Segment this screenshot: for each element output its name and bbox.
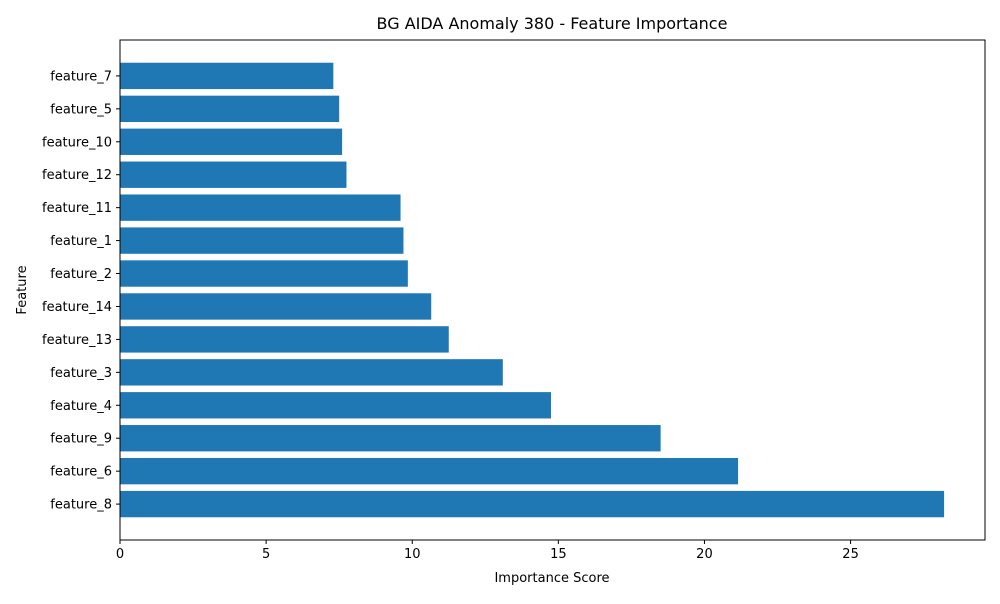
y-tick-label-feature_9: feature_9 xyxy=(50,432,112,447)
bar-feature_4 xyxy=(120,392,552,419)
bar-feature_8 xyxy=(120,490,945,518)
x-axis-label: Importance Score xyxy=(494,571,609,586)
bar-feature_9 xyxy=(120,425,661,452)
bar-feature_3 xyxy=(120,359,503,386)
bar-feature_1 xyxy=(120,227,404,254)
bar-feature_6 xyxy=(120,457,739,485)
bar-feature_11 xyxy=(120,194,401,221)
y-tick-label-feature_4: feature_4 xyxy=(50,399,112,414)
y-ticks-layer: feature_8 feature_6 feature_9 feature_4 feat… xyxy=(42,69,120,513)
bar-feature_2 xyxy=(120,260,408,287)
x-tick-label-0: 0 xyxy=(116,547,124,562)
x-tick-label-10: 10 xyxy=(404,547,421,562)
y-tick-label-feature_14: feature_14 xyxy=(42,300,112,315)
y-tick-label-feature_3: feature_3 xyxy=(50,366,112,381)
x-ticks-layer: 0 5 10 15 20 25 xyxy=(116,540,859,562)
x-tick-label-5: 5 xyxy=(262,547,270,562)
x-tick-label-25: 25 xyxy=(842,547,859,562)
y-tick-label-feature_13: feature_13 xyxy=(42,333,112,348)
bar-feature_5 xyxy=(120,95,340,123)
x-tick-label-15: 15 xyxy=(550,547,567,562)
y-tick-label-feature_2: feature_2 xyxy=(50,267,112,282)
bar-feature_12 xyxy=(120,161,347,188)
x-tick-label-20: 20 xyxy=(696,547,713,562)
y-tick-label-feature_6: feature_6 xyxy=(50,465,112,480)
bars-layer xyxy=(120,62,945,518)
chart-title: BG AIDA Anomaly 380 - Feature Importance xyxy=(377,14,728,33)
y-axis-label: Feature xyxy=(15,265,30,314)
y-tick-label-feature_5: feature_5 xyxy=(50,102,112,117)
y-tick-label-feature_10: feature_10 xyxy=(42,135,112,150)
y-tick-label-feature_7: feature_7 xyxy=(50,69,112,84)
y-tick-label-feature_12: feature_12 xyxy=(42,168,112,183)
bar-feature_7 xyxy=(120,62,334,90)
bar-feature_10 xyxy=(120,128,343,155)
y-tick-label-feature_11: feature_11 xyxy=(42,201,112,216)
bar-feature_13 xyxy=(120,326,449,353)
bar-feature_14 xyxy=(120,293,432,320)
axes-layer xyxy=(119,39,986,541)
y-tick-label-feature_8: feature_8 xyxy=(50,498,112,513)
y-tick-label-feature_1: feature_1 xyxy=(50,234,112,249)
plot-frame xyxy=(119,39,986,541)
